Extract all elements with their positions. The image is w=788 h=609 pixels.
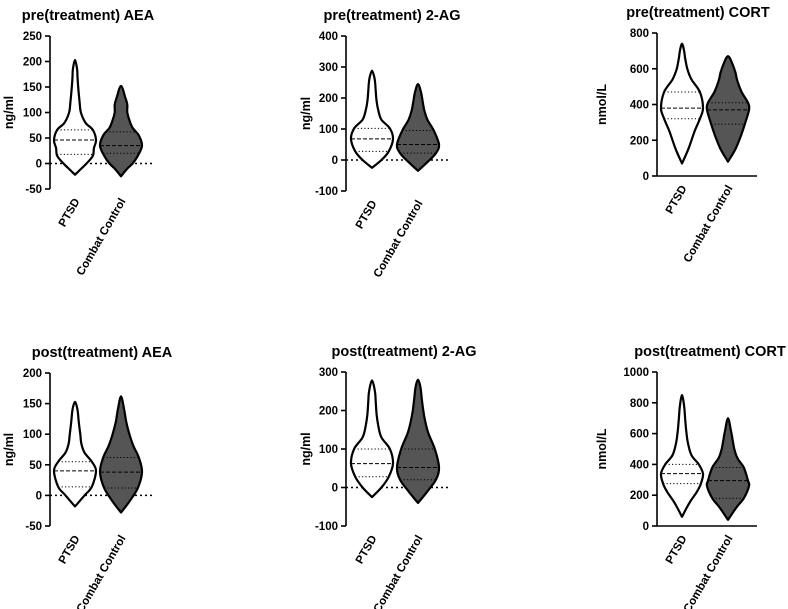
y-tick-label: 400 (319, 31, 338, 43)
violin-combat-control (705, 417, 751, 521)
y-tick-label: 150 (23, 82, 42, 94)
y-tick-label: 300 (319, 367, 338, 379)
category-label: PTSD (664, 184, 690, 217)
chart-title: pre(treatment) AEA (22, 8, 155, 24)
y-tick-label: 200 (319, 93, 338, 105)
category-label: Combat Control (75, 197, 129, 278)
y-tick-label: 100 (319, 124, 338, 136)
y-tick-label: 0 (36, 159, 42, 171)
violin-combat-control (395, 83, 441, 172)
chart-title: post(treatment) AEA (32, 345, 173, 361)
y-tick-label: 600 (630, 64, 649, 76)
y-tick-label: 0 (332, 483, 338, 495)
y-tick-label: -100 (315, 521, 338, 533)
y-tick-label: 800 (630, 398, 649, 410)
category-label: PTSD (57, 534, 83, 567)
chart-panel-1: pre(treatment) AEA ng/ml -50 0 50 100 150 200 25… (2, 8, 155, 278)
y-tick-label: 250 (23, 31, 42, 43)
y-tick-label: 400 (630, 100, 649, 112)
y-tick-label: 800 (630, 28, 649, 40)
y-tick-label: 0 (643, 521, 649, 533)
chart-panel-6: post(treatment) CORT nmol/L 0 200 400 600 800 1… (595, 344, 786, 609)
y-axis-label: ng/ml (2, 433, 16, 466)
chart-title: pre(treatment) CORT (626, 5, 770, 21)
violin-combat-control (705, 55, 751, 163)
violin-ptsd (349, 69, 395, 169)
y-tick-label: 600 (630, 429, 649, 441)
y-tick-label: 100 (319, 444, 338, 456)
chart-panel-3: pre(treatment) CORT nmol/L 0 200 400 600 800 PT… (595, 5, 770, 265)
y-tick-label: 200 (23, 368, 42, 380)
violin-ptsd (349, 379, 395, 499)
chart-panel-4: post(treatment) AEA ng/ml -50 0 50 100 150 200 P… (2, 345, 173, 609)
category-label: Combat Control (682, 534, 736, 609)
y-tick-label: 100 (23, 108, 42, 120)
y-tick-label: 300 (319, 62, 338, 74)
y-tick-label: 200 (319, 406, 338, 418)
category-label: Combat Control (372, 534, 426, 609)
y-tick-label: 400 (630, 459, 649, 471)
y-tick-label: -100 (315, 186, 338, 198)
y-tick-label: 100 (23, 429, 42, 441)
category-label: Combat Control (682, 184, 736, 265)
y-tick-label: 200 (630, 135, 649, 147)
y-axis-label: ng/ml (299, 97, 313, 130)
violin-ptsd (659, 42, 705, 165)
category-label: PTSD (354, 534, 380, 567)
chart-title: pre(treatment) 2-AG (324, 8, 461, 24)
violin-ptsd (659, 394, 705, 518)
y-tick-label: 0 (332, 155, 338, 167)
category-label: PTSD (57, 197, 83, 230)
category-label: PTSD (354, 199, 380, 232)
chart-title: post(treatment) CORT (634, 344, 786, 360)
y-axis-label: ng/ml (299, 432, 313, 465)
y-tick-label: 0 (643, 171, 649, 183)
category-label: Combat Control (75, 534, 129, 609)
category-label: Combat Control (372, 199, 426, 280)
chart-title: post(treatment) 2-AG (331, 344, 476, 360)
violin-ptsd (52, 58, 98, 176)
category-label: PTSD (664, 534, 690, 567)
violin-combat-control (395, 378, 441, 504)
chart-panel-2: pre(treatment) 2-AG ng/ml -100 0 100 200 300 40… (299, 8, 460, 280)
y-axis-label: nmol/L (595, 428, 609, 469)
y-tick-label: -50 (25, 184, 42, 196)
y-tick-label: 150 (23, 399, 42, 411)
y-tick-label: 50 (29, 133, 42, 145)
y-axis-label: nmol/L (595, 84, 609, 125)
violin-ptsd (52, 400, 98, 508)
chart-panel-5: post(treatment) 2-AG ng/ml -100 0 100 200 300 P… (299, 344, 477, 609)
y-tick-label: 0 (36, 490, 42, 502)
y-tick-label: 200 (630, 490, 649, 502)
y-tick-label: -50 (25, 521, 42, 533)
y-tick-label: 50 (29, 460, 42, 472)
y-tick-label: 200 (23, 57, 42, 69)
y-tick-label: 1000 (623, 367, 649, 379)
y-axis-label: ng/ml (2, 96, 16, 129)
